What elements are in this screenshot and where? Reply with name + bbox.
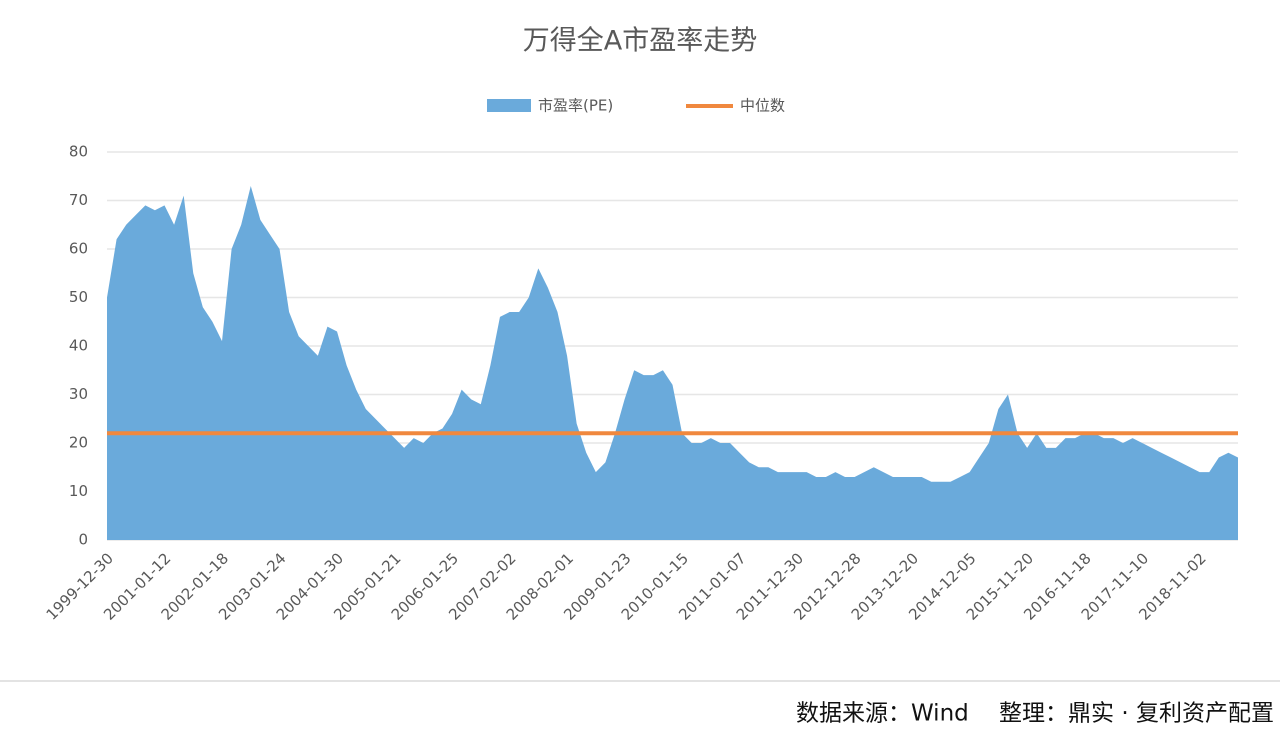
y-tick-label: 30	[69, 385, 88, 403]
y-tick-label: 50	[69, 288, 88, 306]
y-tick-label: 20	[69, 434, 88, 452]
y-tick-label: 80	[69, 143, 88, 161]
y-tick-label: 40	[69, 337, 88, 355]
y-tick-label: 70	[69, 191, 88, 209]
y-tick-label: 10	[69, 482, 88, 500]
y-tick-label: 60	[69, 240, 88, 258]
chart-title: 万得全A市盈率走势	[523, 26, 757, 57]
y-tick-label: 0	[78, 531, 88, 549]
legend-swatch	[487, 99, 531, 112]
pe-area	[107, 185, 1238, 540]
legend-label: 中位数	[740, 97, 785, 115]
legend-label: 市盈率(PE)	[538, 97, 613, 115]
source-note: 数据来源：Wind 整理：鼎实 · 复利资产配置	[796, 701, 1274, 727]
